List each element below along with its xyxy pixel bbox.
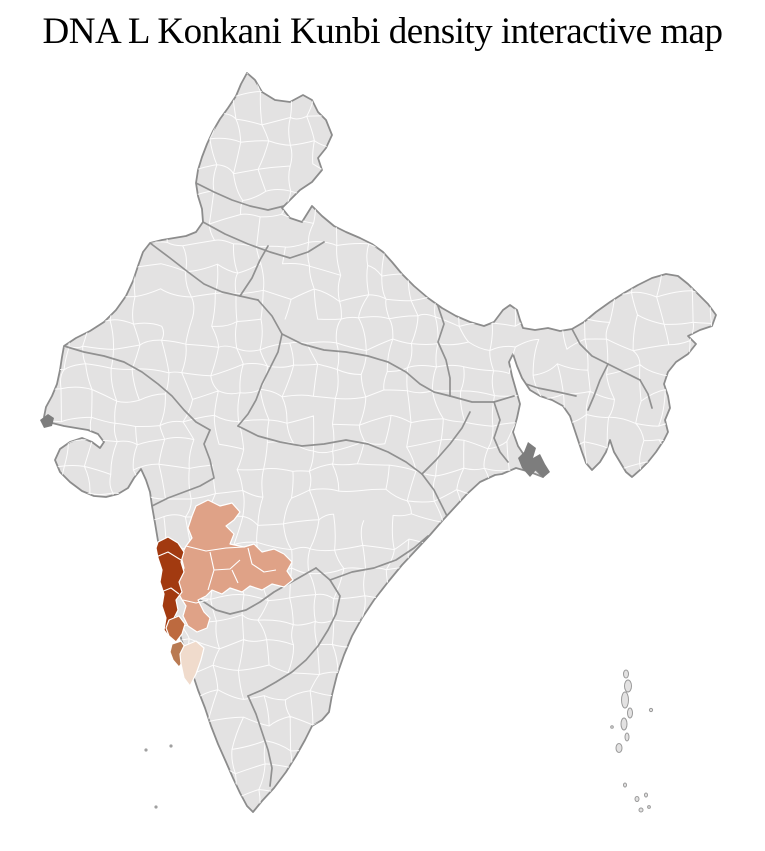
page-title: DNA L Konkani Kunbi density interactive … bbox=[42, 11, 723, 52]
coastal-strip-district-lines bbox=[155, 551, 182, 595]
sundarbans-dark-region[interactable] bbox=[518, 442, 550, 478]
density-region-goa[interactable] bbox=[165, 615, 186, 643]
kutch-dark-patch[interactable] bbox=[40, 414, 54, 428]
state-borders bbox=[63, 182, 653, 787]
india-landmass[interactable] bbox=[43, 72, 717, 813]
lakshadweep-islands[interactable] bbox=[144, 744, 173, 809]
inland-cluster-district-lines bbox=[182, 545, 277, 604]
density-region-pale[interactable] bbox=[179, 640, 205, 687]
andaman-nicobar-islands[interactable] bbox=[610, 669, 654, 813]
density-regions bbox=[155, 499, 294, 687]
dark-regions bbox=[40, 414, 550, 478]
